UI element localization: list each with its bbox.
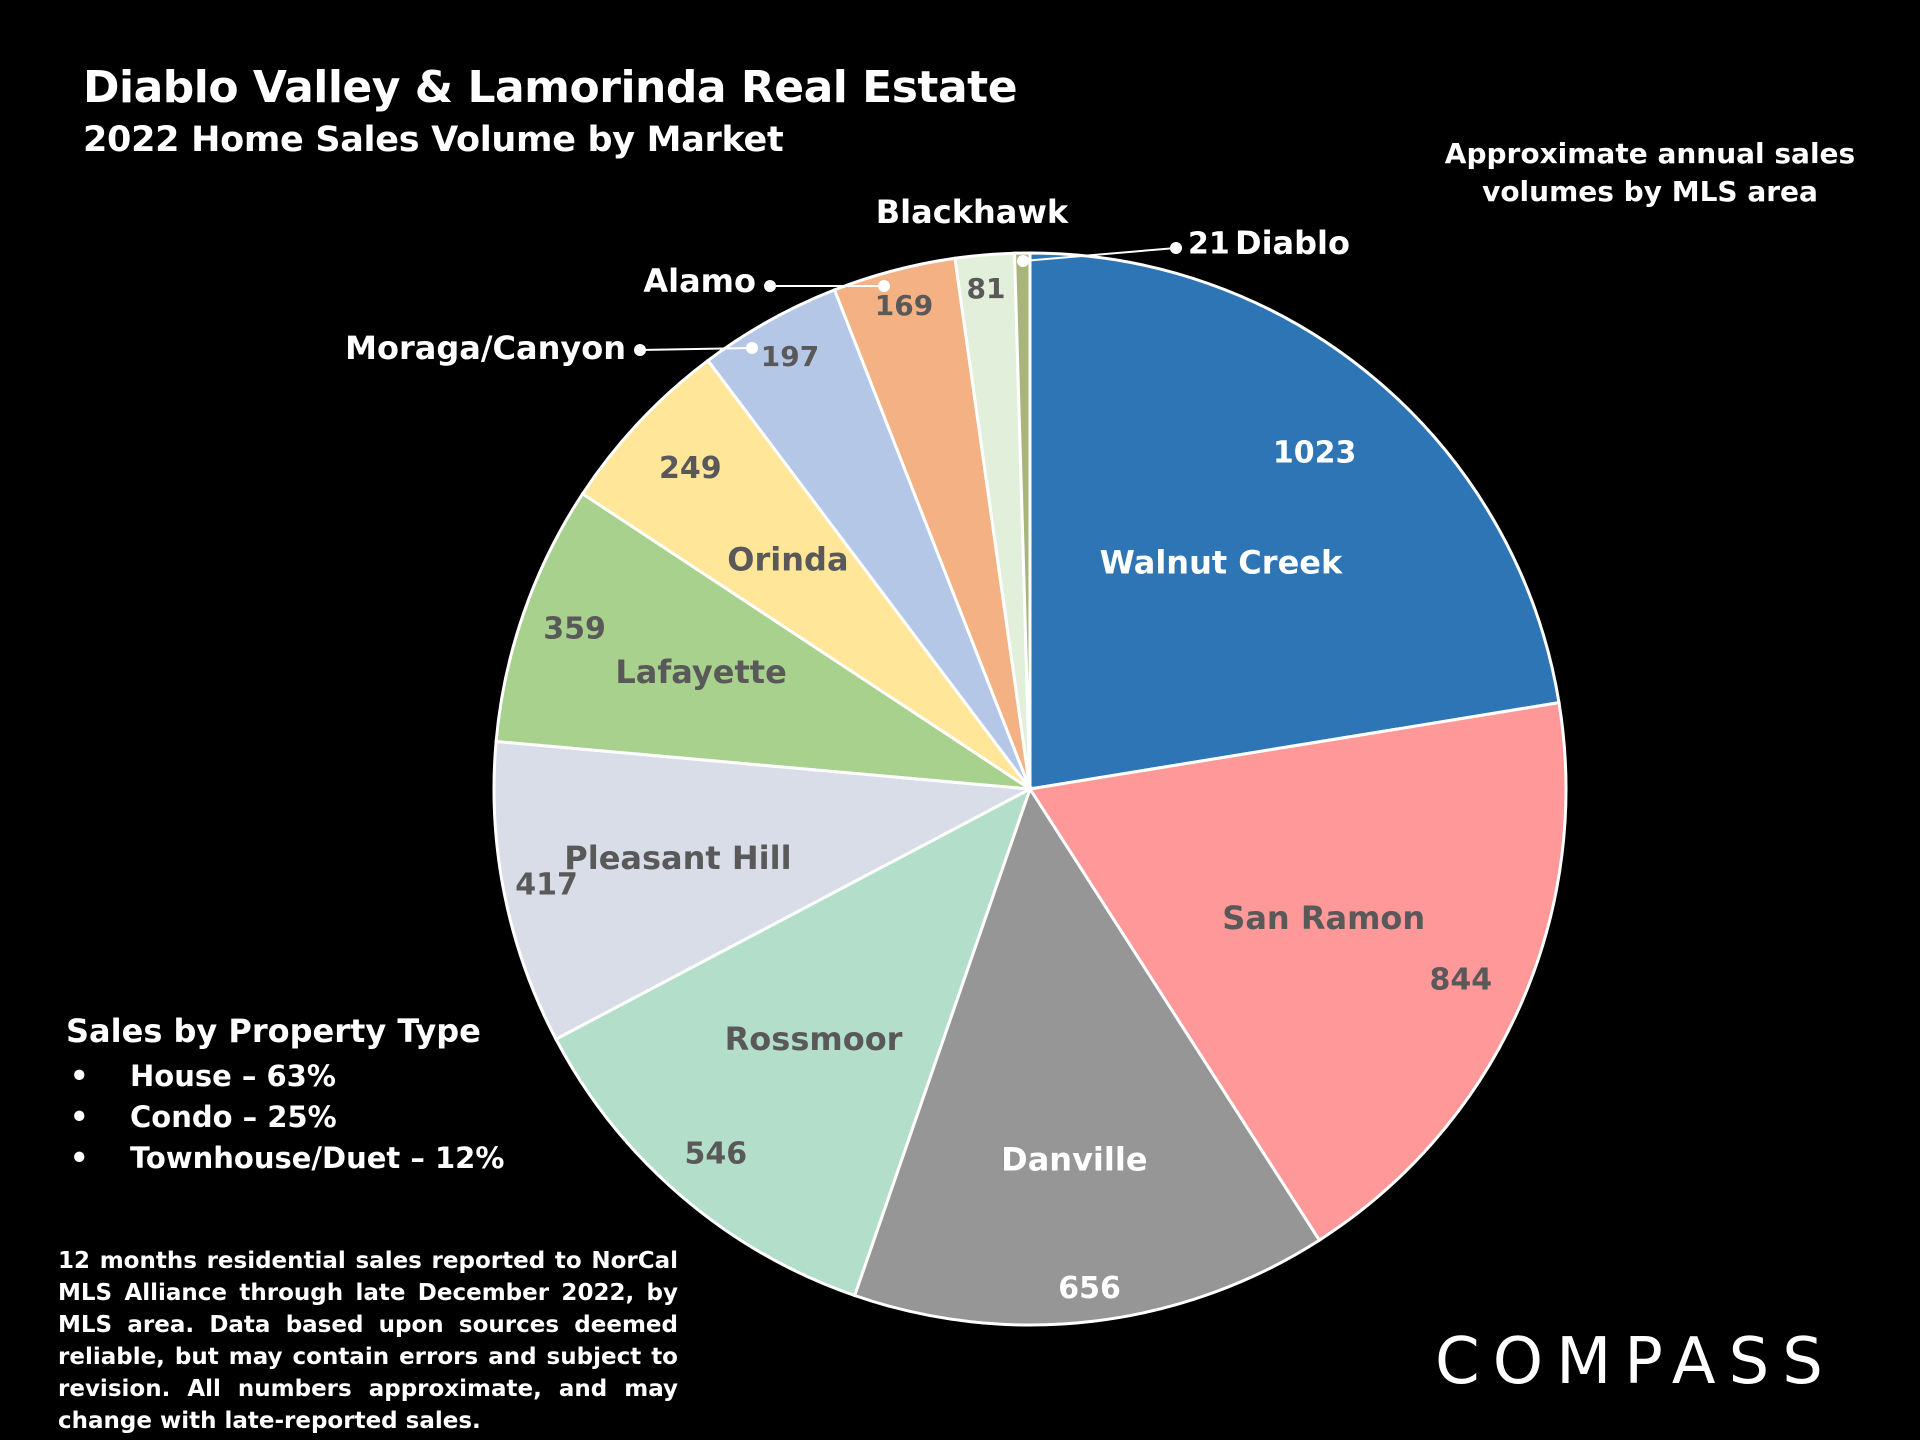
leader-dot [1170,242,1182,254]
leader-dot [746,342,758,354]
slice-label: Moraga/Canyon [345,329,626,367]
pie-slice-san-ramon [1027,700,1568,1243]
slice-value: 81 [967,272,1006,305]
property-type-label: Townhouse/Duet – 12% [130,1141,505,1175]
pie-slice-danville [852,785,1322,1327]
compass-logo: COMPASS [1435,1325,1836,1399]
slice-value: 249 [659,451,722,486]
slice-value: 169 [875,289,933,322]
slice-label: Orinda [727,540,848,578]
slice-value: 546 [684,1137,747,1172]
slice-label: Lafayette [615,653,786,691]
bullet-icon: • [70,1100,89,1134]
chart-annotation: Approximate annual sales volumes by MLS … [1444,137,1856,208]
bullet-icon: • [70,1059,89,1093]
property-type-label: Condo – 25% [130,1100,337,1134]
pie-slice-diablo [1012,251,1032,790]
slice-value: 197 [761,340,819,373]
footnote: 12 months residential sales reported to … [58,1248,678,1434]
slice-label: Walnut Creek [1100,543,1343,581]
property-type-item: • Townhouse/Duet – 12% [66,1138,504,1179]
property-type-panel: Sales by Property Type • House – 63% • Con… [66,1012,504,1179]
slice-value: 417 [515,868,578,903]
chart-subtitle: 2022 Home Sales Volume by Market [83,120,784,160]
pie-slice-orinda [580,358,1032,791]
pie-slice-pleasant-hill [492,739,1036,1042]
pie-slice-walnut-creek [1028,251,1561,791]
leader-dot [634,344,646,356]
property-type-item: • Condo – 25% [66,1097,504,1138]
slice-label: Rossmoor [725,1020,903,1058]
slice-label: Danville [1001,1141,1147,1179]
pie-slice-lafayette [494,491,1031,791]
chart-title: Diablo Valley & Lamorinda Real Estate [83,62,1018,113]
slice-value: 359 [543,611,606,646]
slice-label: Pleasant Hill [564,839,791,877]
leader-line [1022,247,1177,262]
slice-label: Diablo [1235,224,1350,262]
slice-value: 21 [1188,227,1230,262]
slice-value: 1023 [1273,436,1357,471]
slice-label: Blackhawk [876,193,1069,231]
leader-dot [1017,255,1029,267]
leader-dot [764,280,776,292]
pie-slice-rossmoor [553,785,1033,1298]
leader-line [639,347,753,351]
property-type-title: Sales by Property Type [66,1012,481,1050]
slice-value: 844 [1429,963,1492,998]
slice-label: Alamo [643,262,756,300]
slice-label: San Ramon [1222,899,1425,937]
leader-dot [878,280,890,292]
slice-value: 656 [1058,1271,1121,1306]
property-type-label: House – 63% [130,1059,336,1093]
property-type-item: • House – 63% [66,1056,504,1097]
bullet-icon: • [70,1141,89,1175]
